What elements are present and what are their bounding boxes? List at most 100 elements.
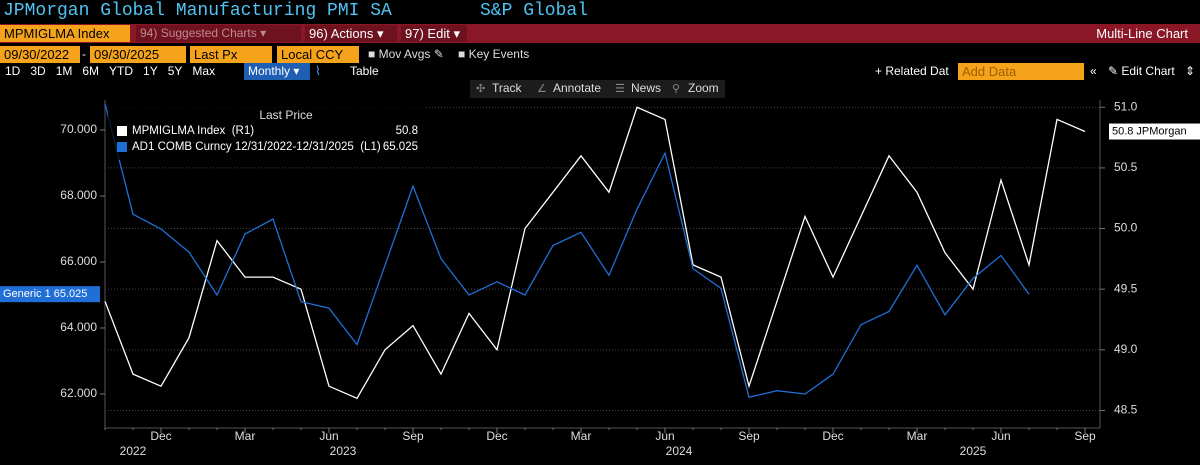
- x-year-label: 2022: [120, 444, 147, 458]
- period-button[interactable]: 1D: [5, 64, 21, 78]
- expand-icon[interactable]: ⇕: [1185, 64, 1196, 78]
- collapse-icon[interactable]: «: [1090, 64, 1097, 78]
- series-line: [104, 106, 1086, 400]
- field-select[interactable]: Last Px: [190, 46, 272, 63]
- end-label: Generic 1 65.025: [3, 288, 87, 300]
- y-tick-label: 70.000: [60, 122, 97, 136]
- currency-select[interactable]: Local CCY: [277, 46, 359, 63]
- related-label: Related Dat: [885, 64, 949, 78]
- add-data-input[interactable]: Add Data: [958, 63, 1084, 80]
- menu-number: 94): [140, 26, 158, 40]
- end-label-box: [0, 286, 100, 303]
- y-tick-label: 64.000: [60, 320, 97, 334]
- y2-tick-label: 50.5: [1114, 160, 1138, 174]
- y2-tick-label: 48.5: [1114, 403, 1138, 417]
- menu[interactable]: 96) Actions ▾: [305, 25, 397, 42]
- legend-value: 50.8: [396, 125, 418, 137]
- legend-swatch: [117, 142, 127, 152]
- y-tick-label: 68.000: [60, 188, 97, 202]
- option-label: Key Events: [468, 47, 530, 61]
- end-label-value: 50.8: [1112, 125, 1133, 137]
- date-separator: -: [82, 47, 86, 61]
- menu[interactable]: 94) Suggested Charts ▾: [136, 25, 301, 42]
- x-tick-label: Sep: [402, 429, 424, 443]
- tool-button[interactable]: Zoom: [688, 81, 719, 95]
- start-date[interactable]: 09/30/2022: [0, 46, 80, 63]
- period-bar: 1D 3D 1M 6M YTD 1Y 5Y Max Monthly ▾ ⌇ Table + R…: [0, 63, 1200, 80]
- y-tick-label: 62.000: [60, 386, 97, 400]
- period-list: 1D 3D 1M 6M YTD 1Y 5Y Max: [0, 63, 220, 80]
- tool-button[interactable]: News: [631, 81, 661, 95]
- period-button[interactable]: 6M: [82, 64, 100, 78]
- related-data[interactable]: + Related Dat: [875, 64, 949, 78]
- x-tick-label: Dec: [822, 429, 843, 443]
- ticker-input[interactable]: MPMIGLMA Index: [0, 25, 130, 42]
- frequency-select[interactable]: Monthly ▾: [244, 63, 310, 80]
- legend-label: MPMIGLMA Index (R1): [132, 125, 254, 137]
- legend-swatch: [117, 126, 127, 136]
- menu[interactable]: 97) Edit ▾: [401, 25, 467, 42]
- command-bar: MPMIGLMA Index 94) Suggested Charts ▾ 96…: [0, 24, 1200, 43]
- end-label-name: Generic 1: [3, 288, 51, 300]
- tool-icon: ☰: [615, 83, 625, 95]
- menu-label: Actions: [330, 26, 374, 41]
- tool-icon: ⚲: [672, 83, 680, 95]
- y2-tick-label: 49.0: [1114, 342, 1138, 356]
- x-tick-label: Jun: [319, 429, 338, 443]
- x-tick-label: Mar: [235, 429, 256, 443]
- end-date[interactable]: 09/30/2025: [90, 46, 186, 63]
- settings-bar: 09/30/2022 - 09/30/2025 Last Px Local CC…: [0, 46, 1200, 63]
- x-tick-label: Sep: [738, 429, 760, 443]
- x-tick-label: Jun: [655, 429, 674, 443]
- edit-chart[interactable]: ✎ Edit Chart: [1108, 64, 1175, 78]
- menu-label: Suggested Charts: [160, 26, 257, 40]
- series-line: [104, 103, 1030, 399]
- end-label-box: [1109, 123, 1200, 140]
- x-year-label: 2024: [666, 444, 693, 458]
- menu-number: 96): [309, 26, 328, 41]
- security-title: JPMorgan Global Manufacturing PMI SA: [3, 1, 392, 21]
- x-tick-label: Mar: [907, 429, 928, 443]
- period-button[interactable]: 3D: [30, 64, 46, 78]
- y-tick-label: 66.000: [60, 254, 97, 268]
- tool-icon: ✣: [476, 83, 485, 95]
- tool-button[interactable]: Track: [492, 81, 523, 95]
- x-tick-label: Dec: [486, 429, 507, 443]
- legend-title: Last Price: [259, 108, 313, 122]
- menu-label: Edit: [427, 26, 450, 41]
- line-icon[interactable]: ⌇: [315, 64, 321, 78]
- edit-chart-label: Edit Chart: [1121, 64, 1175, 78]
- x-tick-label: Jun: [991, 429, 1010, 443]
- legend-box: [108, 104, 424, 160]
- end-label: 50.8 JPMorgan: [1112, 125, 1187, 137]
- table-button[interactable]: Table: [350, 64, 379, 78]
- x-year-label: 2025: [960, 444, 987, 458]
- option[interactable]: ■ Key Events: [458, 47, 530, 61]
- chart-toolbar: [470, 80, 725, 98]
- frequency: Monthly: [248, 64, 291, 78]
- x-year-label: 2023: [330, 444, 357, 458]
- period-button[interactable]: 1Y: [143, 64, 158, 78]
- title-bar: JPMorgan Global Manufacturing PMI SA S&P…: [0, 0, 1200, 22]
- x-tick-label: Mar: [571, 429, 592, 443]
- end-label-name: JPMorgan: [1136, 125, 1186, 137]
- option[interactable]: ■ Mov Avgs ✎: [368, 47, 444, 61]
- end-label-value: 65.025: [54, 288, 88, 300]
- period-button[interactable]: YTD: [109, 64, 134, 78]
- period-button[interactable]: Max: [192, 64, 216, 78]
- period-button[interactable]: 1M: [55, 64, 73, 78]
- x-tick-label: Dec: [150, 429, 171, 443]
- option-label: Mov Avgs: [378, 47, 431, 61]
- y2-tick-label: 49.5: [1114, 281, 1138, 295]
- period-button[interactable]: 5Y: [167, 64, 183, 78]
- menu-number: 97): [405, 26, 424, 41]
- tool-button[interactable]: Annotate: [553, 81, 601, 95]
- view-name: Multi-Line Chart: [1096, 26, 1188, 41]
- y2-tick-label: 51.0: [1114, 99, 1138, 113]
- source: S&P Global: [480, 1, 589, 21]
- tool-icon: ∠: [537, 83, 547, 95]
- legend-label: AD1 COMB Curncy 12/31/2022-12/31/2025 (L…: [132, 141, 381, 153]
- x-tick-label: Sep: [1074, 429, 1096, 443]
